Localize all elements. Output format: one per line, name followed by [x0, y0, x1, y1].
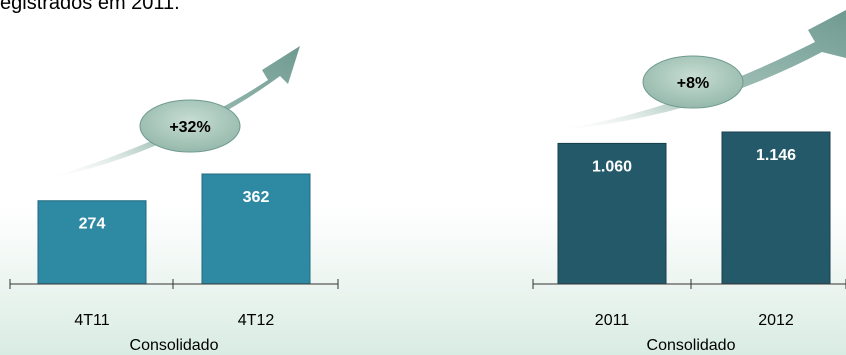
growth-badge — [642, 55, 744, 109]
category-label: 4T11 — [74, 312, 109, 329]
growth-badge — [139, 99, 241, 153]
category-label: 2011 — [595, 312, 630, 329]
bar-value-label: 1.060 — [592, 158, 632, 175]
bar-2012 — [721, 131, 831, 285]
growth-badge-label: +8% — [677, 75, 709, 92]
chart-annual: +8% 1.060 2011 1.146 2012 Consolidado — [532, 10, 846, 354]
bar-value-label: 362 — [243, 189, 270, 206]
x-axis-label: Consolidado — [647, 337, 736, 354]
x-axis-label: Consolidado — [130, 337, 219, 354]
chart-quarterly: +32% 274 4T11 362 4T12 Consolidado — [9, 46, 339, 354]
bar-4T11 — [37, 200, 147, 285]
bar-2011 — [557, 142, 667, 285]
bar-value-label: 1.146 — [756, 147, 796, 164]
growth-badge-label: +32% — [169, 119, 210, 136]
bar-4T12 — [201, 173, 311, 285]
category-label: 4T12 — [238, 312, 275, 329]
category-label: 2012 — [758, 312, 794, 329]
bar-value-label: 274 — [79, 216, 106, 233]
header-text: egistrados em 2011. — [0, 0, 180, 14]
